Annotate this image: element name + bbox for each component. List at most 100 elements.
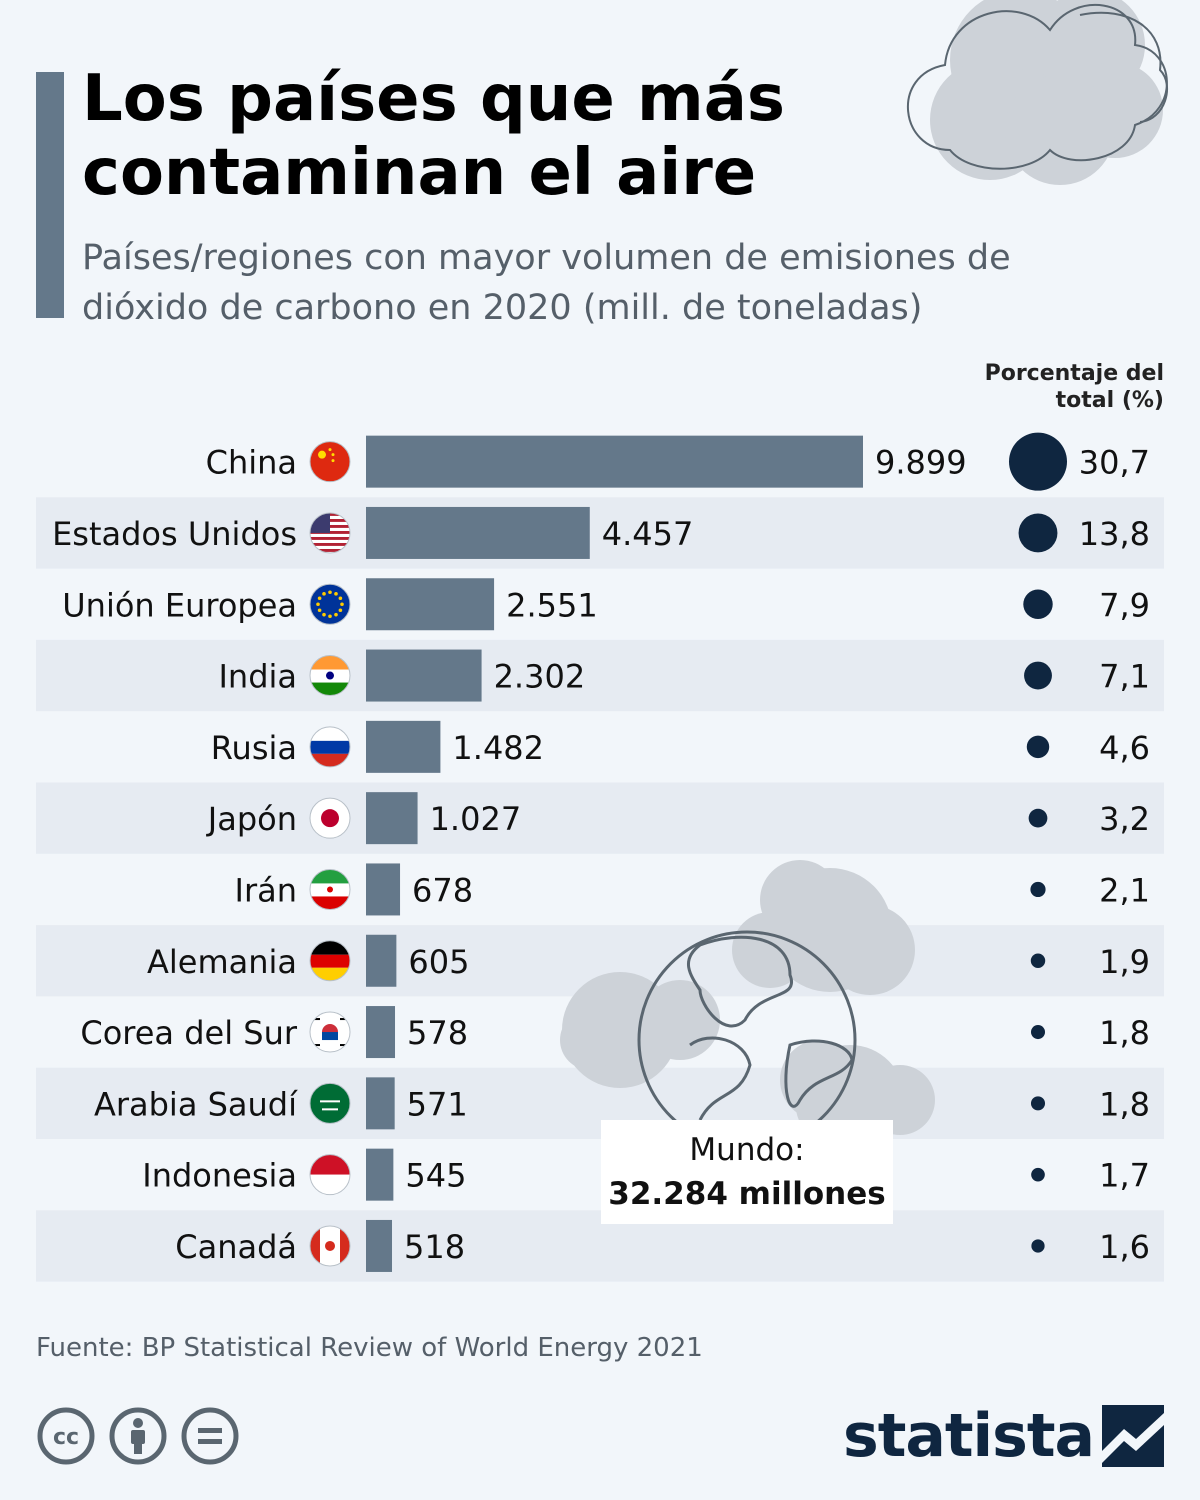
chart-row: Irán 678 2,1 [235, 863, 1150, 916]
page-title: Los países que más contaminan el aire [82, 62, 785, 210]
percent-label: 4,6 [1099, 729, 1150, 767]
chart-row: India 2.302 7,1 [218, 649, 1150, 702]
china-flag-icon [310, 441, 350, 482]
row-backgrounds [36, 497, 1164, 1282]
source-note: Fuente: BP Statistical Review of World E… [36, 1333, 703, 1363]
percent-label: 2,1 [1099, 871, 1150, 909]
bar-value-label: 2.302 [494, 658, 586, 696]
chart-row: Japón 1.027 3,2 [206, 792, 1150, 845]
category-label: Japón [206, 800, 297, 838]
flag-part [310, 682, 350, 696]
bar-chart: China 9.899 30,7 Estados Unidos 4.457 13,8 Uni… [36, 432, 1164, 1282]
bar-value-label: 605 [408, 943, 469, 981]
flag-border [309, 1225, 351, 1267]
flag-border [309, 1011, 351, 1053]
flag-part [310, 548, 350, 552]
cloud-illustration [907, 0, 1169, 185]
flag-part [310, 1154, 350, 1175]
percent-label: 1,7 [1099, 1157, 1150, 1195]
chart-row: Indonesia 545 1,7 [142, 1148, 1150, 1201]
percent-dot [1024, 661, 1052, 690]
category-label: Indonesia [142, 1157, 297, 1195]
saudi-arabia-flag-icon [310, 1083, 350, 1124]
percent-column-header: Porcentaje del total (%) [984, 361, 1164, 413]
flag-part [310, 655, 350, 670]
flag-part [310, 536, 350, 540]
percent-dot [1030, 881, 1046, 898]
bar-value-label: 571 [407, 1085, 468, 1123]
row-background [36, 639, 1164, 712]
flag-part [331, 459, 335, 463]
flag-part [317, 596, 322, 601]
percent-dot [1031, 1167, 1045, 1182]
flag-border [309, 868, 351, 910]
chart-row: Canadá 518 1,6 [175, 1219, 1150, 1272]
percent-dot [1026, 735, 1050, 759]
flag-part [334, 612, 338, 617]
globe-continent [784, 1039, 854, 1108]
flag-part [317, 608, 322, 613]
bar-value-label: 2.551 [506, 586, 598, 624]
percent-dot [1030, 1025, 1046, 1040]
statista-logo: statista [843, 1396, 1164, 1476]
flag-part [310, 753, 350, 767]
percent-dot [1018, 513, 1058, 553]
south-korea-flag-icon [310, 1012, 350, 1053]
flag-part [310, 542, 350, 546]
flag-border [309, 797, 351, 839]
bar-value-label: 518 [404, 1228, 465, 1266]
percent-dot [1028, 808, 1048, 828]
globe-illustration [560, 860, 935, 1155]
flag-part [310, 896, 350, 910]
category-label: China [206, 444, 297, 482]
row-background [36, 782, 1164, 854]
india-flag-icon [310, 655, 350, 696]
canada-flag-icon [310, 1225, 350, 1266]
iran-flag-icon [310, 869, 350, 910]
flag-part [310, 1083, 350, 1124]
flag-part [328, 448, 332, 452]
bar-value-label: 545 [405, 1157, 466, 1195]
category-label: Unión Europea [62, 586, 297, 624]
chart-row: China 9.899 30,7 [206, 432, 1150, 491]
category-label: India [218, 658, 297, 696]
flag-border [309, 441, 351, 483]
bar-value-label: 4.457 [602, 515, 694, 553]
flag-part [331, 453, 335, 457]
bar [366, 863, 401, 916]
title-accent-bar [36, 72, 64, 318]
percent-dot [1030, 1096, 1046, 1111]
chart-row: Alemania 605 1,9 [147, 934, 1150, 987]
flag-part [340, 1044, 346, 1047]
globe-continent [689, 1036, 752, 1121]
bar-value-label: 1.027 [430, 800, 522, 838]
chart-row: Estados Unidos 4.457 13,8 [52, 506, 1150, 559]
bar [366, 1219, 393, 1272]
percent-label: 1,8 [1099, 1085, 1150, 1123]
no-derivatives-icon [181, 1407, 239, 1465]
flag-part [325, 1240, 335, 1251]
cloud-puff [760, 860, 840, 940]
flag-part [310, 533, 350, 537]
flag-part [326, 671, 334, 680]
flag-part [316, 602, 320, 607]
flag-part [340, 602, 344, 607]
percent-dot [1023, 589, 1053, 619]
cloud-puff [640, 980, 720, 1060]
row-background [36, 1210, 1164, 1282]
cloud-puff [560, 1010, 620, 1070]
world-total-label: Mundo: [689, 1132, 805, 1168]
flag-part [340, 1225, 350, 1266]
bar [366, 506, 590, 559]
chart-row: Unión Europea 2.551 7,9 [62, 578, 1150, 631]
flag-part [328, 614, 332, 619]
attribution-icon [109, 1407, 167, 1465]
flag-part [322, 1108, 338, 1111]
percent-label: 3,2 [1099, 800, 1150, 838]
cloud-puff [865, 1065, 935, 1135]
percent-dot [1031, 1239, 1045, 1253]
bar [366, 578, 495, 631]
flag-part [322, 1032, 338, 1041]
world-total-box: Mundo: 32.284 millones [601, 1120, 893, 1224]
flag-border [309, 1082, 351, 1124]
